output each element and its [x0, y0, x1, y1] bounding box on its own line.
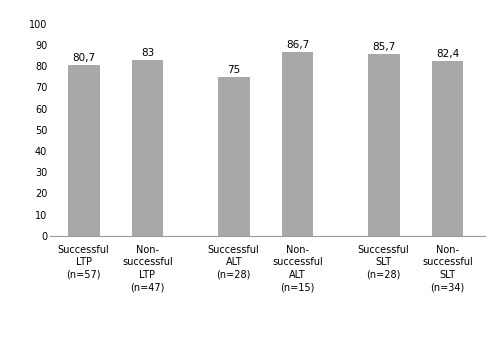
Text: 82,4: 82,4	[436, 50, 459, 59]
Text: 80,7: 80,7	[72, 53, 96, 63]
Text: 86,7: 86,7	[286, 40, 309, 50]
Bar	[368, 54, 400, 236]
Text: 85,7: 85,7	[372, 42, 396, 53]
Bar	[132, 60, 163, 236]
Bar	[218, 76, 250, 236]
Bar	[432, 61, 463, 236]
Text: 75: 75	[227, 65, 240, 75]
Text: 83: 83	[141, 48, 154, 58]
Bar	[68, 65, 100, 236]
Bar	[282, 52, 313, 236]
